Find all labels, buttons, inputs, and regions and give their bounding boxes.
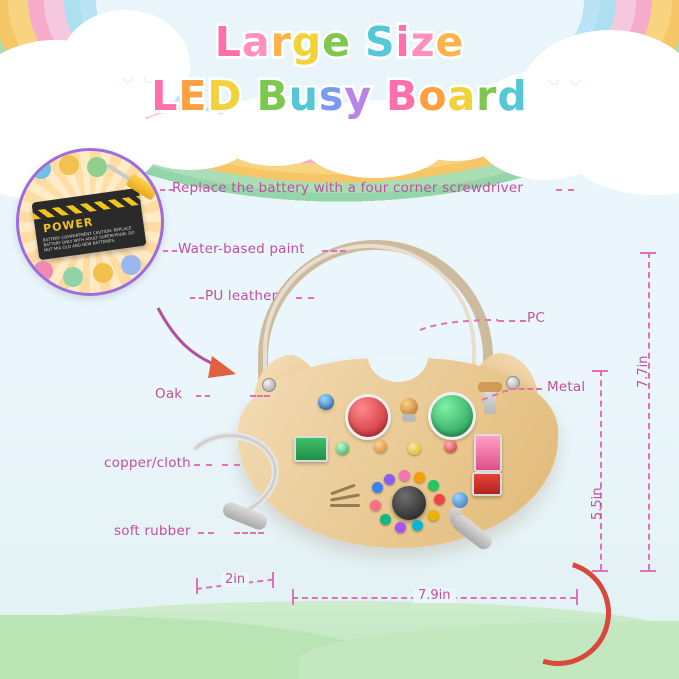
- leader-paint: [163, 250, 177, 252]
- rocker-switch-green[interactable]: [294, 436, 328, 462]
- led-yellow-1[interactable]: [408, 442, 421, 455]
- callout-pu-leather: PU leather: [205, 288, 278, 304]
- rivet-left: [262, 378, 276, 392]
- led-ring-2[interactable]: [384, 474, 395, 485]
- pointer-arrow: [156, 307, 236, 378]
- leader-pc: [498, 320, 526, 322]
- leader-battery-end: [556, 189, 574, 191]
- led-red-1[interactable]: [444, 440, 457, 453]
- leader-rubber: [198, 532, 214, 534]
- callout-soft-rubber: soft rubber: [114, 523, 191, 539]
- title-block: Large Size LED Busy Board: [0, 16, 679, 124]
- callout-metal: Metal: [547, 379, 586, 395]
- callout-battery: Replace the battery with a four corner s…: [172, 180, 524, 196]
- speaker-line-3: [330, 504, 360, 507]
- led-ring-4[interactable]: [414, 472, 425, 483]
- toy-blob-5: [63, 267, 83, 287]
- dim-label-height-total: 7.7in: [636, 355, 651, 388]
- leader-oak-end: [250, 395, 270, 397]
- cloud-center-3: [400, 95, 510, 161]
- toy-blob-3: [87, 157, 107, 177]
- rotary-knob[interactable]: [392, 486, 426, 520]
- callout-copper-cloth: copper/cloth: [104, 455, 191, 471]
- dim-label-depth: 2in: [221, 572, 250, 587]
- led-blue-1[interactable]: [318, 394, 334, 410]
- cloud-face-left: ◡ ◡: [122, 70, 158, 85]
- leader-paint-end: [322, 250, 346, 252]
- inset-battery-photo: POWER BATTERY COMPARTMENT CAUTION: REPLA…: [16, 148, 164, 296]
- lever-switch-top[interactable]: [478, 382, 502, 392]
- callout-pc: PC: [527, 310, 545, 326]
- led-blue-2[interactable]: [452, 492, 468, 508]
- leader-battery: [160, 189, 174, 191]
- lever-switch-stem[interactable]: [484, 388, 496, 414]
- toy-blob-1: [31, 159, 51, 179]
- leader-rubber-end: [234, 532, 264, 534]
- dim-tick-width-left: [292, 589, 294, 605]
- dim-tick-width-right: [576, 589, 578, 605]
- page-title-line2: LED Busy Board: [149, 70, 530, 123]
- led-ring-9[interactable]: [395, 522, 406, 533]
- led-ring-7[interactable]: [428, 510, 439, 521]
- dim-label-width: 7.9in: [413, 588, 456, 603]
- dim-tick-depth-left: [196, 578, 198, 594]
- leader-copper: [194, 464, 212, 466]
- led-ring-5[interactable]: [428, 480, 439, 491]
- led-ring-10[interactable]: [380, 514, 391, 525]
- cloud-face-right: ◡ ◡: [548, 72, 584, 87]
- toggle-switch-orange[interactable]: [400, 398, 418, 416]
- led-ring-6[interactable]: [434, 494, 445, 505]
- led-ring-1[interactable]: [372, 482, 383, 493]
- push-button-green[interactable]: [428, 392, 476, 440]
- rocker-switch-pink[interactable]: [474, 434, 502, 472]
- dim-tick-height-top: [640, 252, 656, 254]
- dim-line-height-body: [600, 370, 602, 570]
- rocker-switch-red[interactable]: [472, 472, 502, 496]
- toggle-switch-base[interactable]: [402, 414, 416, 422]
- dim-tick-body-top: [592, 370, 608, 372]
- led-orange-1[interactable]: [374, 440, 387, 453]
- leader-metal: [510, 388, 542, 390]
- toy-blob-6: [93, 263, 113, 283]
- leader-copper-end: [222, 464, 240, 466]
- callout-paint: Water-based paint: [178, 241, 305, 257]
- led-ring-8[interactable]: [412, 520, 423, 531]
- led-ring-3[interactable]: [399, 470, 410, 481]
- toy-blob-7: [121, 255, 141, 275]
- callout-oak: Oak: [155, 386, 183, 402]
- dim-tick-height-bottom: [640, 570, 656, 572]
- dim-tick-depth-right: [272, 572, 274, 588]
- leader-pu-end: [296, 297, 314, 299]
- toy-blob-4: [33, 261, 53, 281]
- leader-oak: [196, 395, 210, 397]
- toy-blob-2: [59, 155, 79, 175]
- leader-pu: [190, 297, 204, 299]
- dim-tick-body-bottom: [592, 570, 608, 572]
- led-green-1[interactable]: [336, 442, 349, 455]
- page-title-line1: Large Size: [212, 16, 466, 69]
- push-button-red[interactable]: [345, 394, 391, 440]
- dim-line-height-total: [648, 252, 650, 570]
- dim-label-height-body: 5.5in: [590, 487, 605, 520]
- led-ring-11[interactable]: [370, 500, 381, 511]
